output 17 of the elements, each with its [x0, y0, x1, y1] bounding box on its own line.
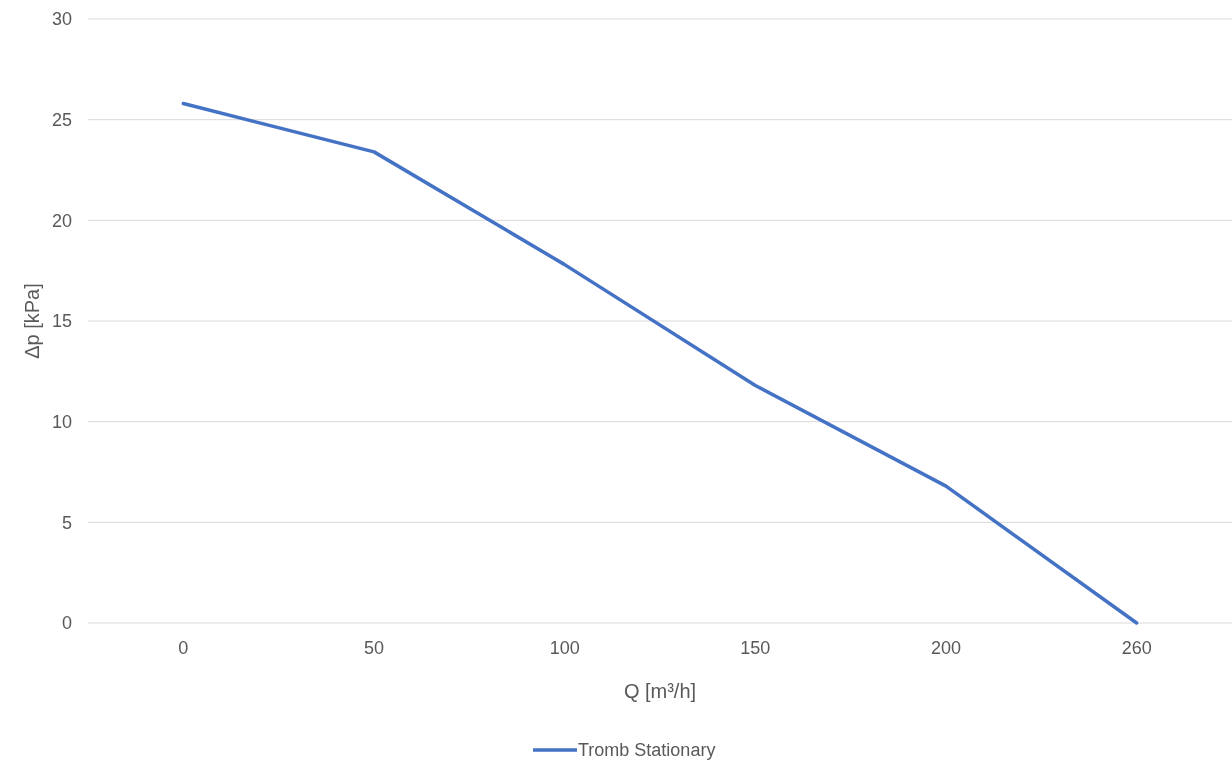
y-tick-label: 10	[51, 411, 72, 432]
x-tick-label: 100	[549, 638, 580, 658]
y-tick-label: 15	[51, 311, 72, 332]
y-axis-title: Δp [kPa]	[21, 283, 43, 359]
legend-label: Tromb Stationary	[578, 740, 716, 761]
x-tick-label: 200	[930, 638, 962, 658]
y-tick-label: 0	[61, 613, 72, 634]
x-tick-label: 0	[178, 638, 189, 658]
line-series	[181, 101, 1139, 625]
x-tick-label: 150	[740, 638, 771, 658]
x-tick-label: 260	[1121, 638, 1152, 658]
y-tick-label: 20	[51, 210, 72, 231]
y-tick-label: 25	[51, 109, 72, 130]
y-tick-label: 30	[51, 9, 72, 30]
x-axis-title: Q [m³/h]	[623, 680, 697, 702]
x-tick-label: 50	[363, 638, 385, 658]
y-tick-label: 5	[61, 512, 72, 533]
